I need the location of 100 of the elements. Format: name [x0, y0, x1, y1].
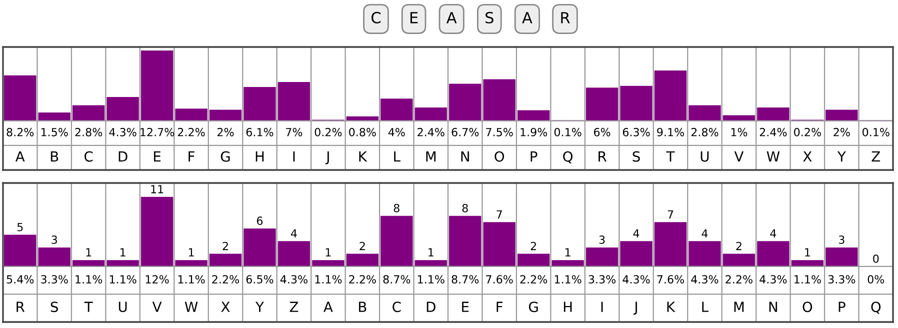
data-label: 8 [462, 204, 468, 212]
data-label: 4 [633, 229, 640, 238]
x-tick-label: C [392, 302, 401, 312]
data-label: 2 [736, 242, 742, 250]
data-label: 2% [834, 128, 850, 136]
data-label: 0.2% [794, 128, 821, 136]
data-label: 2 [530, 242, 536, 250]
text: 7.6% [486, 275, 513, 284]
data-label: 0.1% [554, 128, 582, 136]
x-tick-label: Z [290, 302, 298, 312]
x-tick-label: P [838, 302, 846, 312]
data-label: 6.3% [622, 128, 650, 136]
x-tick-label: L [394, 151, 400, 162]
data-label: 2.8% [75, 128, 102, 136]
x-tick-label: B [50, 151, 58, 162]
data-label: 6% [594, 128, 610, 136]
x-tick-label: Y [837, 151, 846, 162]
data-label: 1 [120, 248, 126, 256]
x-tick-label: X [803, 151, 812, 162]
x-tick-label: I [601, 302, 603, 312]
data-label: 1.5% [41, 128, 68, 136]
text: C [372, 12, 381, 24]
text: 2.2% [349, 275, 376, 284]
x-tick-label: E [154, 151, 161, 162]
text: 8.7% [452, 275, 479, 284]
x-tick-label: U [118, 302, 127, 312]
x-tick-label: M [426, 151, 436, 162]
x-tick-label: W [184, 302, 198, 312]
data-label: 6.7% [452, 128, 479, 136]
x-tick-label: J [325, 151, 329, 164]
text: S [486, 12, 494, 24]
x-tick-label: G [528, 302, 538, 312]
data-label: 5 [17, 223, 23, 232]
x-tick-label: H [256, 151, 264, 162]
x-tick-label: F [496, 302, 503, 312]
data-label: 7 [496, 210, 502, 218]
data-label: 8 [394, 204, 400, 212]
text: 0% [868, 275, 884, 284]
data-label: 4.3% [109, 128, 136, 136]
x-tick-label: V [152, 302, 162, 312]
text: 1.1% [794, 275, 821, 284]
text: 3.3% [588, 275, 616, 284]
text: 1.1% [418, 275, 444, 284]
data-label: 1% [731, 128, 748, 136]
x-tick-label: B [359, 302, 366, 312]
text: E [410, 12, 418, 24]
x-tick-label: H [564, 302, 572, 312]
x-tick-label: X [221, 302, 230, 312]
data-label: 3 [599, 236, 605, 244]
x-tick-label: A [15, 151, 25, 162]
x-tick-label: Z [872, 151, 880, 162]
x-tick-label: S [50, 302, 58, 312]
data-label: 1.9% [520, 128, 548, 136]
data-label: 1 [565, 248, 570, 256]
x-tick-label: P [530, 151, 538, 162]
text: 3.3% [828, 275, 856, 284]
text: 3.3% [41, 275, 68, 284]
x-tick-label: M [734, 302, 744, 312]
x-tick-label: W [766, 151, 780, 162]
data-label: 7% [286, 128, 302, 136]
x-tick-label: V [734, 151, 744, 162]
x-tick-label: L [702, 302, 709, 312]
data-label: 4% [388, 128, 405, 136]
x-tick-label: Q [871, 302, 881, 314]
x-tick-label: R [16, 302, 25, 312]
text: 2.2% [212, 275, 239, 284]
data-label: 0 [873, 254, 879, 263]
text: 8.7% [383, 275, 410, 284]
x-tick-label: K [667, 302, 676, 312]
data-label: 9.1% [657, 128, 684, 136]
x-tick-label: O [494, 151, 504, 162]
x-tick-label: I [293, 151, 295, 162]
data-label: 2.4% [760, 128, 787, 136]
x-tick-label: E [462, 302, 469, 312]
data-label: 2 [360, 242, 365, 250]
text: 1.1% [178, 275, 205, 284]
text: 1.1% [76, 275, 102, 284]
data-label: 6 [256, 216, 263, 225]
data-label: 1 [86, 248, 92, 256]
x-tick-label: K [359, 151, 368, 162]
data-label: 2.8% [691, 128, 718, 136]
data-label: 8.2% [6, 128, 34, 136]
data-label: 3 [838, 236, 844, 244]
data-label: 12.7% [140, 128, 174, 136]
text: 12% [146, 275, 169, 284]
data-label: 7 [668, 210, 674, 218]
x-tick-label: S [632, 151, 640, 162]
text: 2.2% [520, 275, 548, 284]
x-tick-label: D [118, 151, 128, 162]
x-tick-label: T [84, 302, 93, 312]
text: A [522, 12, 532, 24]
text: 2.2% [726, 275, 752, 284]
data-label: 0.8% [349, 128, 376, 136]
data-label: 4 [770, 229, 776, 238]
data-label: 11 [151, 185, 164, 194]
text: 1.1% [110, 275, 136, 284]
text: R [561, 12, 570, 24]
data-label: 1 [188, 248, 194, 256]
text: A [446, 12, 457, 24]
x-tick-label: F [188, 151, 194, 162]
